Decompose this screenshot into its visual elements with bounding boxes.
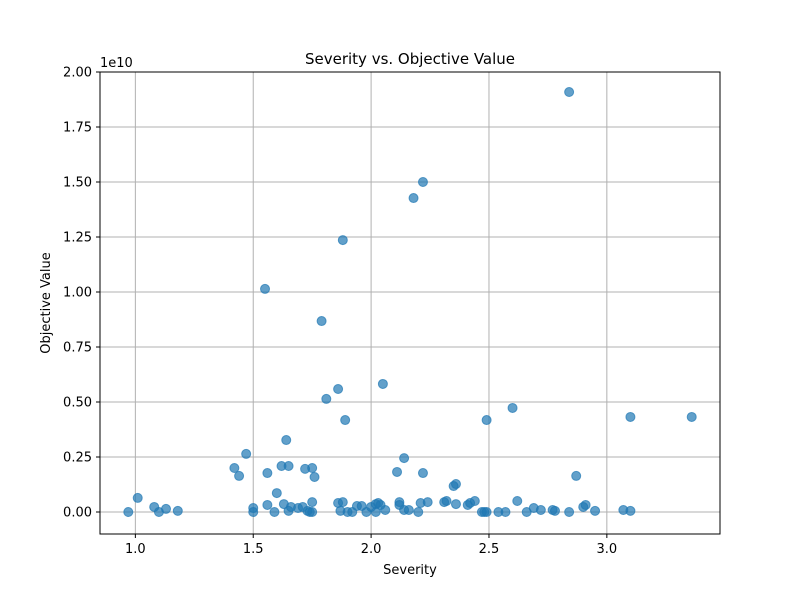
scatter-point <box>413 507 424 517</box>
scatter-point <box>229 463 240 473</box>
scatter-point <box>307 463 318 473</box>
scatter-point <box>337 235 348 246</box>
scatter-point <box>248 507 259 517</box>
y-tick-label: 1.00 <box>63 286 92 301</box>
points-layer <box>123 87 697 517</box>
scatter-point <box>549 505 560 516</box>
x-axis-label: Severity <box>383 563 437 578</box>
scatter-point <box>333 384 344 395</box>
scatter-point <box>564 87 575 98</box>
scatter-point <box>417 177 428 187</box>
scatter-point <box>625 411 636 422</box>
scatter-point <box>535 505 546 516</box>
scatter-point <box>441 496 452 506</box>
scatter-point <box>260 283 271 294</box>
scatter-point <box>262 499 273 510</box>
scatter-point <box>403 505 414 516</box>
y-tick-label: 0.25 <box>63 451 92 466</box>
y-tick-label: 1.25 <box>63 231 92 246</box>
scatter-point <box>408 193 419 204</box>
scatter-point <box>380 505 391 516</box>
y-tick-label: 1.75 <box>63 121 92 136</box>
grid-layer <box>100 71 720 534</box>
scatter-point <box>281 435 292 446</box>
scatter-point <box>340 415 351 426</box>
scatter-point <box>283 461 294 472</box>
x-tick-label: 1.5 <box>243 542 264 557</box>
scatter-point <box>450 479 461 490</box>
scatter-point <box>307 507 318 517</box>
y-tick-label: 0.75 <box>63 341 92 356</box>
scatter-point <box>512 496 523 506</box>
y-axis-label: Objective Value <box>39 252 54 353</box>
scatter-point <box>132 492 143 503</box>
scatter-point <box>309 472 320 483</box>
ticks-layer: 1.0 1.5 2.0 2.5 3.0 0.00 0.25 0.50 0.75 1.00 1.25 1… <box>63 66 617 558</box>
scatter-point <box>377 378 388 389</box>
scatter-point <box>123 507 134 517</box>
scatter-point <box>269 507 280 517</box>
x-tick-label: 2.0 <box>361 542 382 557</box>
scatter-point <box>564 507 575 517</box>
chart-title: Severity vs. Objective Value <box>305 50 515 68</box>
scatter-point <box>571 470 582 481</box>
x-tick-label: 3.0 <box>597 542 618 557</box>
y-tick-label: 0.00 <box>63 506 92 521</box>
scatter-point <box>161 503 172 514</box>
scatter-point <box>392 466 403 477</box>
scatter-point <box>469 496 480 506</box>
scatter-point <box>625 505 636 516</box>
scatter-point <box>507 402 518 413</box>
scatter-point <box>481 507 492 517</box>
scatter-point <box>262 468 273 479</box>
scatter-point <box>321 393 332 404</box>
y-tick-label: 1.50 <box>63 176 92 191</box>
scatter-point <box>399 453 410 464</box>
x-tick-label: 2.5 <box>479 542 500 557</box>
scatter-point <box>481 415 492 426</box>
scatter-point <box>580 499 591 510</box>
scatter-point <box>417 468 428 479</box>
y-tick-label: 2.00 <box>63 66 92 81</box>
y-tick-label: 0.50 <box>63 396 92 411</box>
scatter-point <box>686 411 697 422</box>
y-axis-offset-label: 1e10 <box>100 56 133 71</box>
scatter-point <box>422 497 433 508</box>
scatter-point <box>450 499 461 510</box>
plot-area-frame <box>99 71 721 535</box>
scatter-point <box>590 505 601 516</box>
scatter-point <box>337 497 348 508</box>
scatter-point <box>241 448 252 459</box>
scatter-point <box>271 488 282 499</box>
scatter-point <box>316 316 327 327</box>
scatter-point <box>307 497 318 508</box>
x-tick-label: 1.0 <box>125 542 146 557</box>
scatter-point <box>234 470 245 481</box>
scatter-point <box>500 507 511 517</box>
scatter-point <box>172 505 183 516</box>
